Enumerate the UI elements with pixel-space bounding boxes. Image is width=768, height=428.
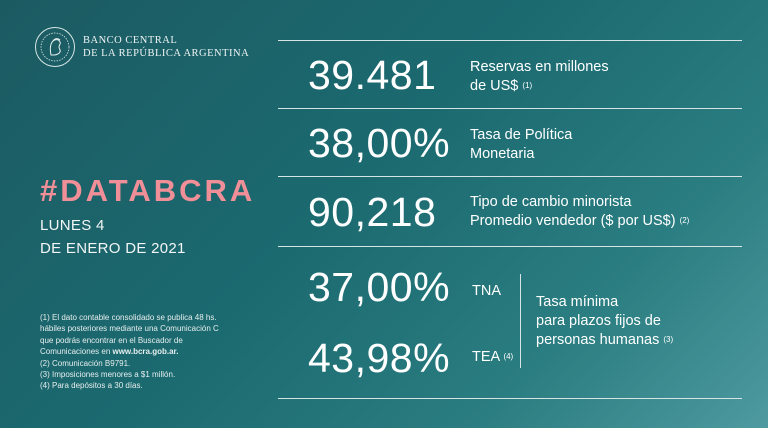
divider [278,246,742,247]
reserves-label-unit: de US$ [470,78,519,94]
bank-name-line1: BANCO CENTRAL [83,35,178,46]
divider [278,398,742,399]
footnote-4: (4) Para depósitos a 30 días. [40,381,143,391]
tna-tag: TNA [472,283,501,299]
tea-tag-text: TEA [472,349,500,365]
fixed-term-note: (3) [663,335,674,344]
footnote-1d-text: Comunicaciones en [40,347,113,357]
reserves-label-line2: de US$ (1) [470,77,609,96]
reserves-label: Reservas en millones de US$ (1) [470,58,609,96]
exchange-rate-label-line1: Tipo de cambio minorista [470,194,632,210]
date: LUNES 4 DE ENERO DE 2021 [40,214,186,260]
fixed-term-label-line3: personas humanas (3) [536,331,673,350]
date-line2: DE ENERO DE 2021 [40,240,186,257]
tea-note: (4) [503,352,514,361]
footnote-1c: que podrás encontrar en el Buscador de [40,335,183,345]
rates-divider [520,274,521,368]
exchange-rate-label-line2: Promedio vendedor ($ por US$) (2) [470,212,689,231]
bcra-website-link[interactable]: www.bcra.gob.ar. [112,347,179,357]
reserves-value: 39.481 [308,52,437,98]
footnote-2: (2) Comunicación B9791. [40,358,131,368]
policy-rate-value: 38,00% [308,120,451,166]
tea-tag: TEA (4) [472,348,513,367]
footnote-3: (3) Imposiciones menores a $1 millón. [40,370,176,380]
policy-rate-label: Tasa de Política Monetaria [470,126,572,164]
fixed-term-label-line1: Tasa mínima [536,294,619,310]
footnote-1a: (1) El dato contable consolidado se publ… [40,313,217,322]
fixed-term-label-line2: para plazos fijos de [536,313,661,329]
footnote-1d: Comunicaciones en www.bcra.gob.ar. [40,346,270,357]
divider [278,108,742,109]
bcra-logo: BANCO CENTRAL DE LA REPÚBLICA ARGENTINA [35,27,249,67]
tna-value: 37,00% [308,264,451,310]
fixed-term-label-text: personas humanas [536,332,660,348]
reserves-label-line1: Reservas en millones [470,59,609,75]
bank-name-line2: DE LA REPÚBLICA ARGENTINA [83,48,250,59]
exchange-rate-label-text: Promedio vendedor ($ por US$) [470,213,676,229]
exchange-rate-value: 90,218 [308,189,437,235]
bcra-seal-icon [35,27,75,67]
reserves-note: (1) [522,81,533,90]
exchange-rate-note: (2) [679,216,690,225]
policy-rate-label-line2: Monetaria [470,146,535,162]
date-line1: LUNES 4 [40,217,105,234]
footnotes: (1) El dato contable consolidado se publ… [40,312,270,392]
exchange-rate-label: Tipo de cambio minorista Promedio vended… [470,193,689,231]
hashtag-title: #DATABCRA [40,173,256,208]
fixed-term-rate-label: Tasa mínima para plazos fijos de persona… [536,293,673,350]
divider [278,176,742,177]
footnote-1b: hábiles posteriores mediante una Comunic… [40,324,219,334]
divider [278,40,742,41]
policy-rate-label-line1: Tasa de Política [470,127,573,143]
tea-value: 43,98% [308,335,451,381]
bank-name: BANCO CENTRAL DE LA REPÚBLICA ARGENTINA [83,34,249,60]
